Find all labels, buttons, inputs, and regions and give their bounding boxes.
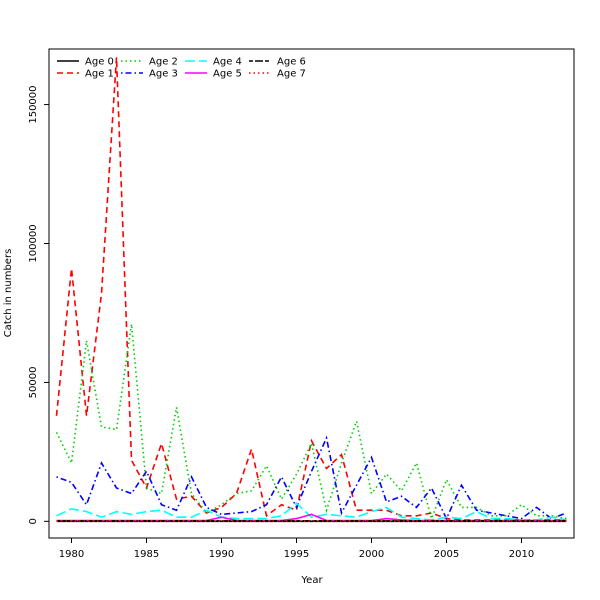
x-axis-label: Year xyxy=(300,575,323,586)
legend-label: Age 5 xyxy=(213,69,242,80)
legend-label: Age 0 xyxy=(85,57,114,68)
y-tick-label: 100000 xyxy=(28,224,39,262)
x-tick-label: 1990 xyxy=(209,549,234,560)
plot-frame xyxy=(48,48,575,539)
x-tick-label: 2000 xyxy=(359,549,384,560)
x-tick-label: 1995 xyxy=(284,549,309,560)
y-tick-label: 0 xyxy=(28,518,39,524)
series-line-age-4 xyxy=(56,502,567,521)
y-axis-label: Catch in numbers xyxy=(3,249,14,338)
y-axis: 0 50000 100000 150000 xyxy=(28,85,49,525)
x-axis: 1980 1985 1990 1995 2000 2005 2010 xyxy=(59,538,534,560)
legend-label: Age 6 xyxy=(277,57,306,68)
series-line-age-2 xyxy=(55,323,567,522)
legend-label: Age 7 xyxy=(277,69,306,80)
series-lines xyxy=(55,57,567,523)
x-tick-label: 2010 xyxy=(509,549,534,560)
legend-label: Age 2 xyxy=(149,57,178,68)
y-tick-label: 50000 xyxy=(28,367,39,399)
y-tick-label: 150000 xyxy=(28,85,39,123)
x-tick-label: 2005 xyxy=(434,549,459,560)
x-tick-label: 1980 xyxy=(59,549,84,560)
legend-label: Age 1 xyxy=(85,69,114,80)
x-tick-label: 1985 xyxy=(134,549,159,560)
series-line-age-1 xyxy=(55,57,567,521)
legend-label: Age 3 xyxy=(149,69,178,80)
legend-label: Age 4 xyxy=(213,57,242,68)
series-line-age-3 xyxy=(56,435,567,521)
